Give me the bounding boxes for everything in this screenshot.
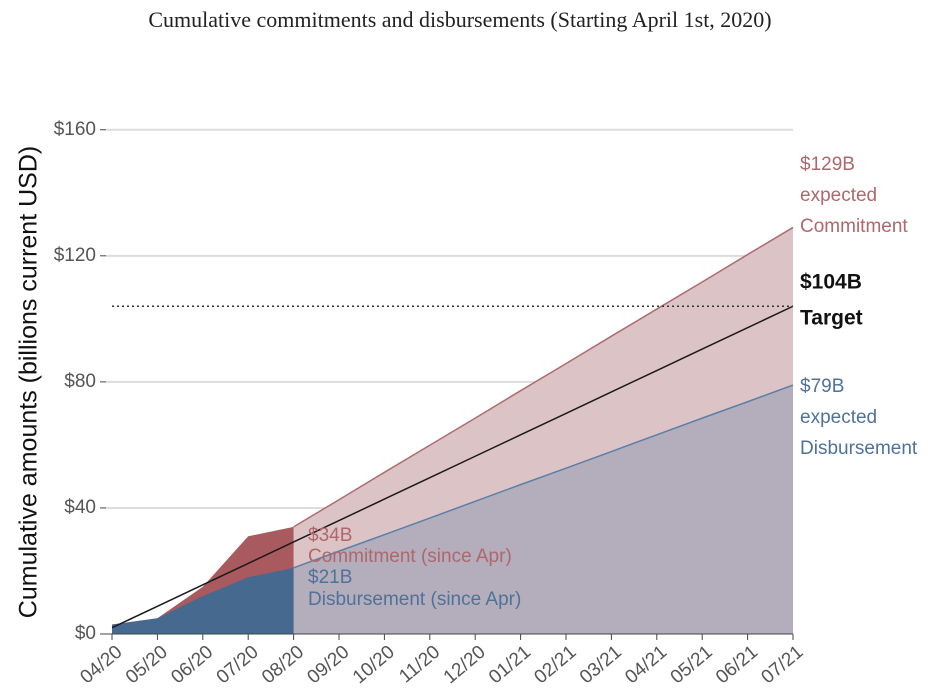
annotation: expected — [800, 407, 877, 428]
y-tick-label: $80 — [64, 371, 96, 392]
area-edge — [293, 226, 794, 528]
line — [111, 305, 794, 629]
x-tick-label: 08/20 — [258, 642, 308, 689]
y-axis-label: Cumulative amounts (billions current USD… — [15, 146, 43, 618]
x-tick-label: 02/21 — [531, 642, 581, 689]
annotation: Disbursement — [800, 438, 918, 459]
annotation: Disbursement (since Apr) — [308, 589, 521, 610]
x-tick-label: 10/20 — [349, 642, 399, 689]
x-tick-label: 09/20 — [304, 642, 354, 689]
annotation: expected — [800, 185, 877, 206]
y-tick-label: $160 — [54, 119, 96, 140]
annotation: $21B — [308, 567, 352, 588]
x-tick-label: 01/21 — [485, 642, 535, 689]
annotation: Commitment — [800, 216, 908, 237]
chart-title: Cumulative commitments and disbursements… — [148, 7, 771, 32]
area-edge — [293, 384, 794, 569]
annotation: $104B — [800, 271, 862, 294]
x-tick-label: 06/20 — [167, 642, 217, 689]
x-tick-label: 07/21 — [758, 642, 808, 689]
area — [293, 385, 793, 634]
y-tick-label: $40 — [64, 497, 96, 518]
annotation: $129B — [800, 154, 855, 175]
x-tick-label: 03/21 — [576, 642, 626, 689]
x-tick-label: 11/20 — [395, 642, 444, 688]
x-tick-label: 05/21 — [667, 642, 717, 689]
x-tick-label: 06/21 — [712, 642, 762, 689]
y-tick-label: $0 — [75, 623, 96, 644]
x-tick-label: 04/20 — [77, 642, 127, 689]
annotation: $34B — [308, 525, 352, 546]
y-tick-label: $120 — [54, 245, 96, 266]
annotation: $79B — [800, 376, 844, 397]
x-tick-label: 07/20 — [213, 642, 263, 689]
annotation: Target — [800, 307, 863, 330]
x-tick-label: 12/20 — [440, 642, 490, 689]
x-tick-label: 04/21 — [621, 642, 671, 689]
x-tick-label: 05/20 — [122, 642, 172, 689]
annotation: Commitment (since Apr) — [308, 546, 512, 567]
area — [112, 567, 294, 634]
